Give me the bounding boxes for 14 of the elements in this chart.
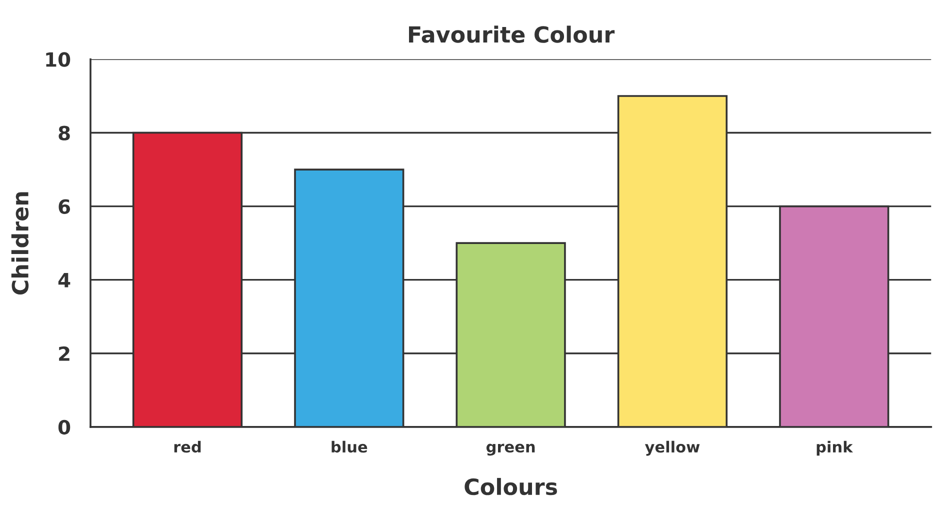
y-axis-title: Children [11,192,29,295]
x-tick-label: blue [332,440,368,453]
y-tick-label: 2 [59,346,70,361]
chart-title: Favourite Colour [409,26,615,43]
x-tick-label: green [486,444,535,456]
y-tick-label: 6 [58,199,70,214]
x-tick-label: red [174,440,201,453]
x-tick-label: yellow [644,440,700,456]
x-axis-title: Colours [464,478,557,496]
y-tick-label: 4 [58,273,70,288]
y-tick-label: 8 [58,126,70,140]
y-tick-label: 0 [58,420,70,435]
x-tick-label: pink [816,440,854,456]
y-tick-label: 10 [46,52,70,67]
